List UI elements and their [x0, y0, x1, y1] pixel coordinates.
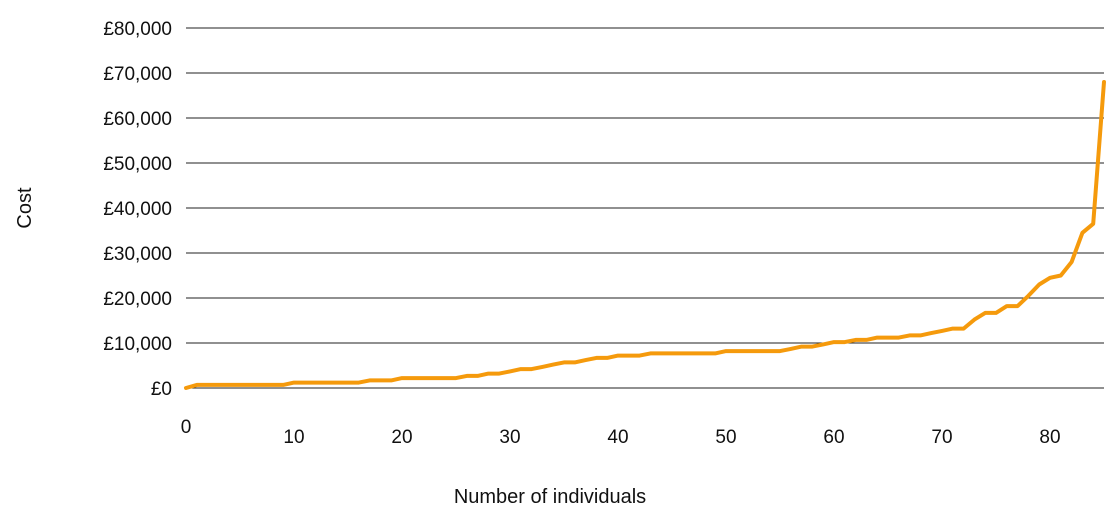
- x-tick-label: 40: [607, 427, 628, 448]
- x-axis-tick-labels: 0 10 20 30 40 50 60 70 80: [181, 417, 1061, 448]
- x-tick-label: 0: [181, 417, 192, 438]
- y-tick-label: £80,000: [103, 19, 172, 40]
- series-line-0: [184, 80, 1106, 390]
- y-tick-label: £20,000: [103, 289, 172, 310]
- y-tick-label: £50,000: [103, 154, 172, 175]
- x-tick-label: 80: [1039, 427, 1060, 448]
- x-tick-label: 10: [283, 427, 304, 448]
- x-axis-title: Number of individuals: [454, 486, 646, 508]
- y-tick-label: £60,000: [103, 109, 172, 130]
- y-axis-title: Cost: [14, 187, 36, 229]
- y-tick-label: £40,000: [103, 199, 172, 220]
- x-tick-label: 60: [823, 427, 844, 448]
- x-tick-label: 70: [931, 427, 952, 448]
- y-tick-label: £10,000: [103, 334, 172, 355]
- y-tick-label: £70,000: [103, 64, 172, 85]
- y-tick-label: £30,000: [103, 244, 172, 265]
- x-tick-label: 20: [391, 427, 412, 448]
- y-axis-tick-labels: £0 £10,000 £20,000 £30,000 £40,000 £50,000 £60…: [103, 19, 172, 400]
- x-tick-label: 30: [499, 427, 520, 448]
- gridlines: [186, 27, 1104, 389]
- x-tick-label: 50: [715, 427, 736, 448]
- y-tick-label: £0: [151, 379, 172, 400]
- series-layer: [184, 80, 1106, 390]
